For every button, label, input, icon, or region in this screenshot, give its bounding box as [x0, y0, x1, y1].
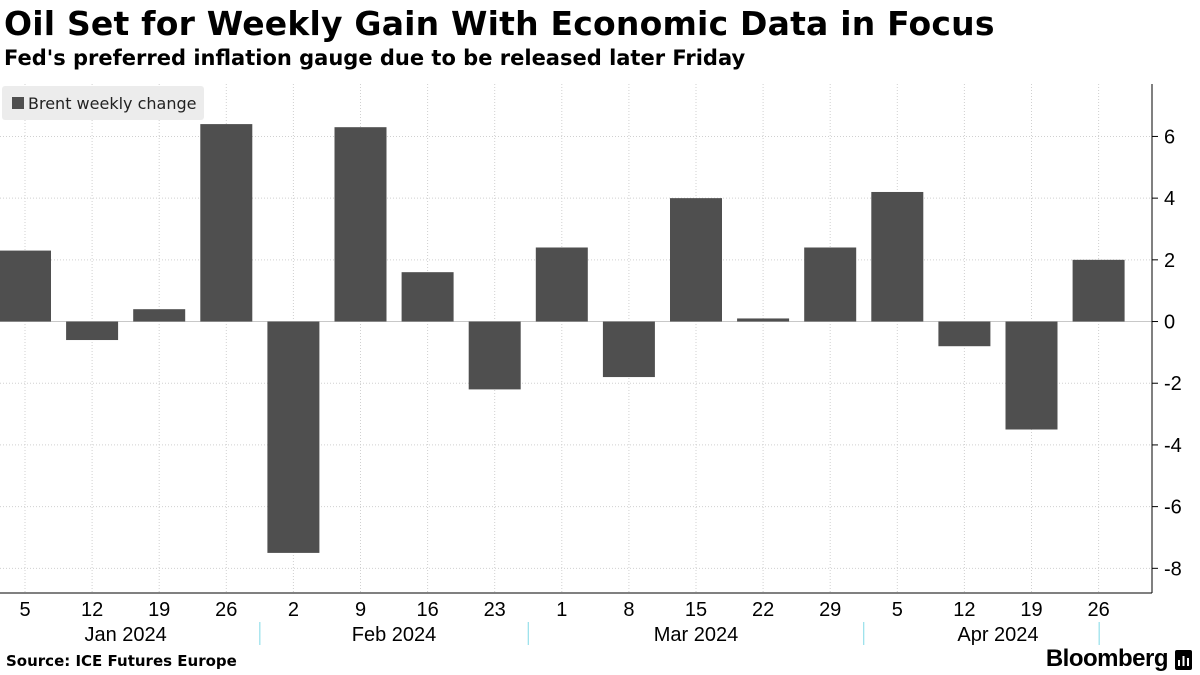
- bar: [468, 321, 521, 390]
- bloomberg-logo: Bloomberg: [1045, 645, 1169, 672]
- bloomberg-chart-icon: [1175, 650, 1192, 670]
- x-tick-label: 19: [1020, 599, 1042, 621]
- x-tick-label: 12: [81, 599, 103, 621]
- x-tick-label: 23: [484, 599, 506, 621]
- bar: [267, 321, 320, 553]
- legend-label: Brent weekly change: [28, 93, 197, 113]
- x-tick-label: 9: [355, 599, 366, 621]
- y-tick-label: 4: [1164, 188, 1175, 210]
- bar: [1072, 259, 1125, 322]
- month-label: Jan 2024: [85, 624, 167, 645]
- month-label: Feb 2024: [352, 624, 437, 645]
- x-tick-label: 16: [416, 599, 438, 621]
- bar: [602, 321, 655, 378]
- y-tick-label: 2: [1164, 250, 1175, 272]
- bar: [938, 321, 991, 347]
- y-tick-label: -6: [1164, 497, 1182, 519]
- month-label: Mar 2024: [654, 624, 739, 645]
- chart-subtitle: Fed's preferred inflation gauge due to b…: [4, 46, 746, 70]
- bar: [535, 247, 588, 322]
- chart-title: Oil Set for Weekly Gain With Economic Da…: [4, 4, 995, 43]
- x-tick-label: 15: [685, 599, 707, 621]
- y-tick-label: 0: [1164, 312, 1175, 334]
- bar: [66, 321, 119, 341]
- y-tick-label: -2: [1164, 373, 1182, 395]
- y-tick-label: 6: [1164, 126, 1175, 148]
- bar: [1005, 321, 1058, 430]
- bar: [334, 127, 387, 322]
- bar: [0, 250, 51, 322]
- x-tick-label: 12: [953, 599, 975, 621]
- source-note: Source: ICE Futures Europe: [6, 652, 237, 670]
- x-tick-label: 5: [19, 599, 30, 621]
- bar: [737, 318, 790, 322]
- legend-swatch: [12, 97, 24, 109]
- x-tick-label: 19: [148, 599, 170, 621]
- x-tick-label: 22: [752, 599, 774, 621]
- x-tick-label: 26: [215, 599, 237, 621]
- x-tick-label: 5: [892, 599, 903, 621]
- x-tick-label: 29: [819, 599, 841, 621]
- bar: [200, 124, 253, 322]
- legend: Brent weekly change: [2, 86, 205, 120]
- x-tick-label: 26: [1087, 599, 1109, 621]
- x-tick-label: 2: [288, 599, 299, 621]
- bar: [670, 198, 722, 322]
- bar: [133, 309, 186, 322]
- x-tick-label: 1: [556, 599, 567, 621]
- y-tick-label: -4: [1164, 435, 1182, 457]
- bar: [401, 272, 454, 322]
- y-tick-label: -8: [1164, 558, 1182, 580]
- bar: [871, 191, 924, 322]
- month-label: Apr 2024: [957, 624, 1038, 645]
- x-tick-label: 8: [623, 599, 634, 621]
- bar: [804, 247, 857, 322]
